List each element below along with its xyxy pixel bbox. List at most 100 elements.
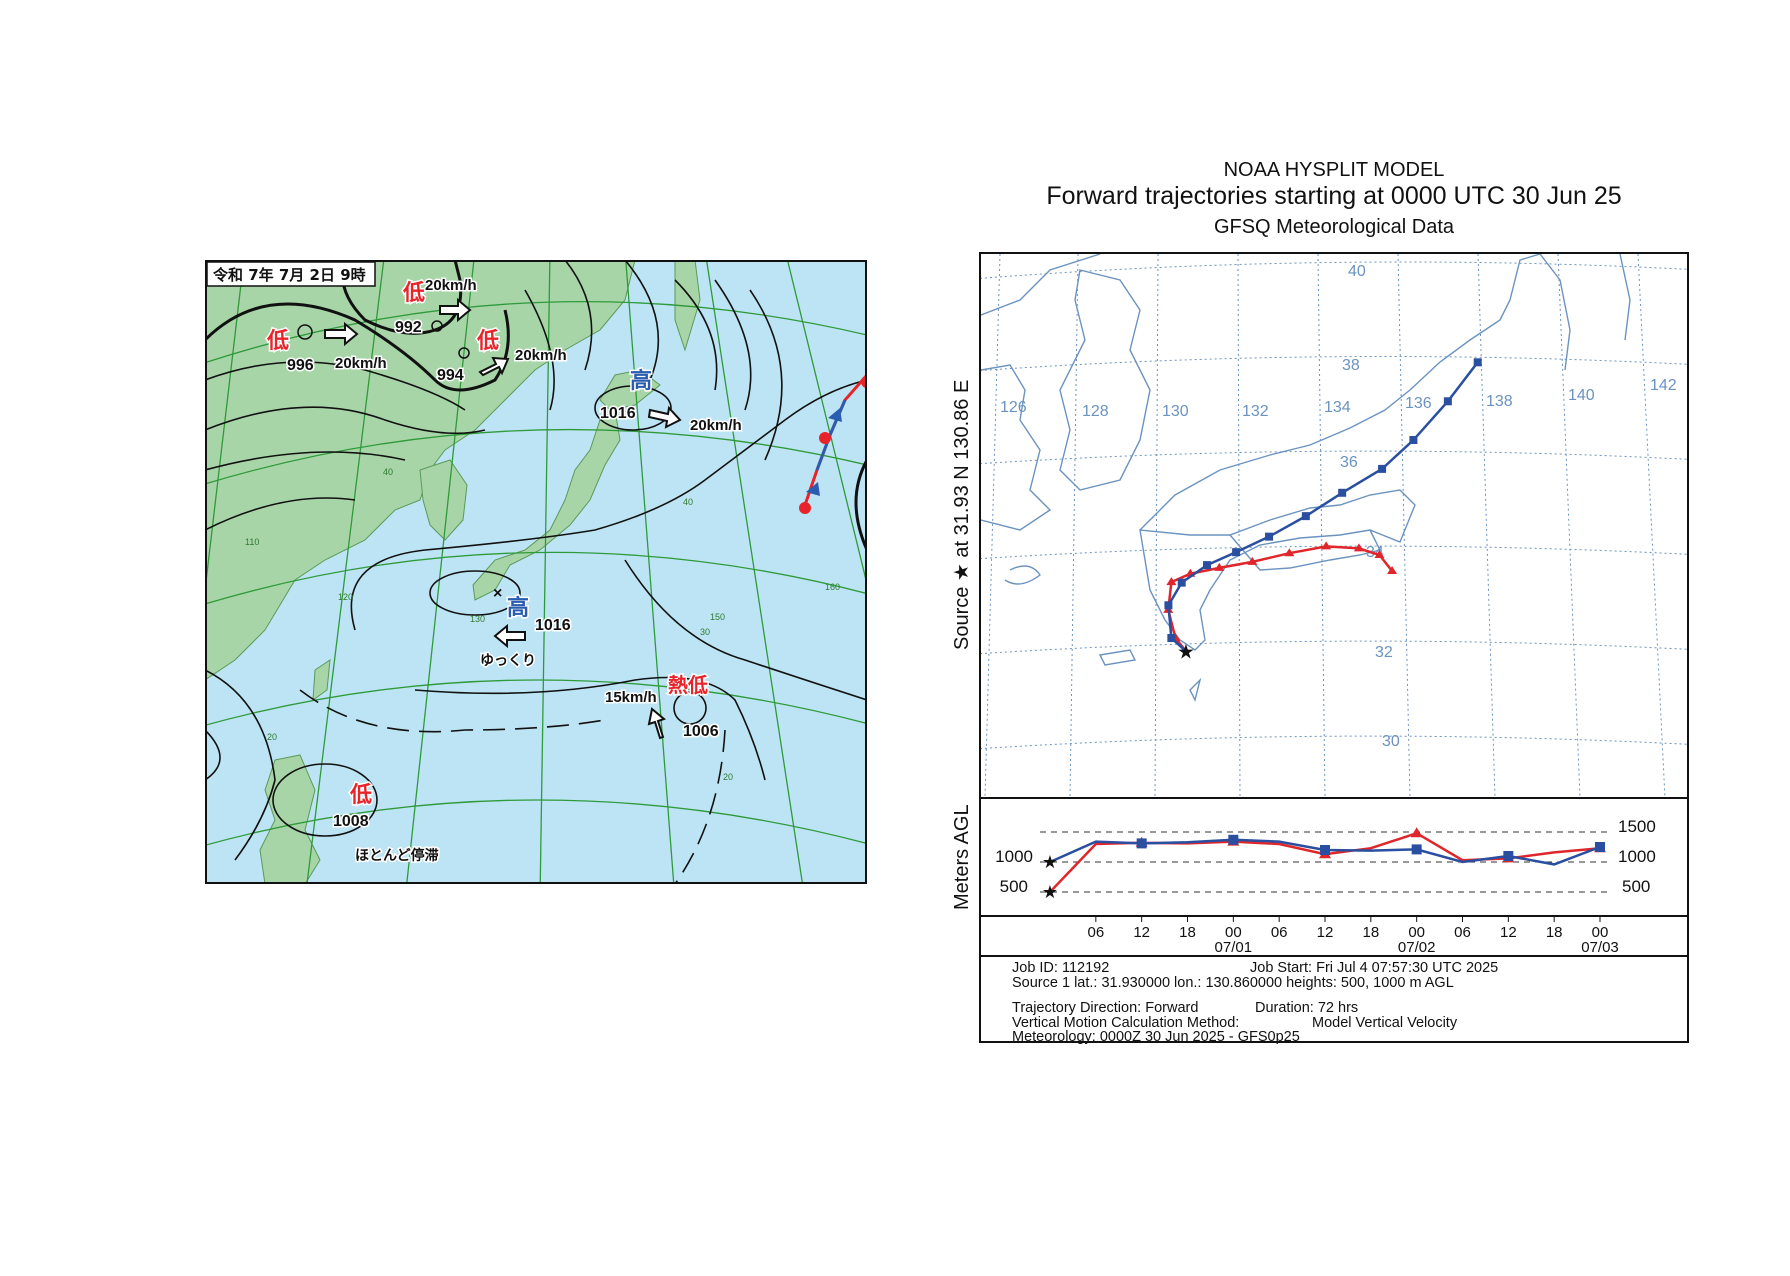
- pressure-value: 1016: [600, 405, 636, 422]
- high-marker: 高: [507, 595, 529, 620]
- source-label: Source ★ at 31.93 N 130.86 E: [951, 380, 973, 650]
- pressure-value: 1016: [535, 617, 571, 634]
- job-id: Job ID: 112192: [1012, 960, 1109, 976]
- height-tick-right: 500: [1622, 877, 1650, 896]
- movement-speed: 20km/h: [335, 355, 387, 372]
- grid-label: 40: [383, 467, 393, 477]
- trajectory-point: [1443, 397, 1452, 406]
- weather-map-svg: 40 40 30 20 20 110 120 130 150 160 低 996…: [205, 260, 867, 884]
- trajectory-point: [1473, 358, 1482, 367]
- trajectory-point: [1321, 541, 1332, 550]
- trajectory-point: [1301, 512, 1310, 521]
- trajectory-tracks: ★: [1163, 358, 1482, 663]
- movement-arrow-icon: [439, 297, 472, 323]
- header-line-1: NOAA HYSPLIT MODEL: [1224, 159, 1445, 181]
- movement-speed: ほとんど停滞: [355, 847, 439, 863]
- trajectory-point: [1374, 550, 1385, 558]
- pressure-value: 994: [437, 367, 464, 384]
- grid-label: 40: [683, 497, 693, 507]
- time-tick-label: 00: [1408, 924, 1425, 941]
- vertical-method: Vertical Motion Calculation Method:: [1012, 1015, 1239, 1031]
- center-mark-icon: ×: [493, 585, 502, 602]
- lon-label: 140: [1568, 387, 1595, 404]
- hysplit-panel: NOAA HYSPLIT MODEL Forward trajectories …: [900, 150, 1700, 1090]
- movement-arrow-icon: [647, 707, 667, 740]
- lat-label: 32: [1375, 644, 1393, 661]
- lon-label: 134: [1324, 399, 1351, 416]
- height-point: [1411, 844, 1422, 855]
- trajectory-point: [1177, 578, 1186, 587]
- movement-arrow-icon: [478, 356, 510, 377]
- meteorology: Meteorology: 0000Z 30 Jun 2025 - GFS0p25: [1012, 1029, 1300, 1045]
- pressure-value: 996: [287, 357, 314, 374]
- time-axis-frame: [979, 915, 1689, 957]
- pressure-value: 1008: [333, 813, 369, 830]
- time-tick-label: 18: [1362, 924, 1379, 941]
- trajectory-point: [1203, 561, 1212, 570]
- land-korea: [419, 459, 468, 541]
- grid-label: 120: [338, 592, 353, 602]
- time-tick-label: 00: [1592, 924, 1609, 941]
- source-star-icon: ★: [1042, 882, 1058, 902]
- low-marker: 低: [402, 280, 425, 305]
- movement-speed: 20km/h: [515, 347, 567, 364]
- lat-label: 36: [1340, 454, 1358, 471]
- height-point: [1503, 851, 1514, 861]
- height-tick-right: 1500: [1618, 817, 1656, 836]
- movement-speed: 20km/h: [690, 417, 742, 434]
- lon-label: 142: [1650, 377, 1677, 394]
- header-line-2: Forward trajectories starting at 0000 UT…: [1046, 182, 1621, 210]
- trough-line: [299, 689, 606, 733]
- source-star-icon: ★: [1042, 852, 1058, 872]
- date-tick-label: 07/02: [1398, 939, 1436, 956]
- surface-weather-map: 40 40 30 20 20 110 120 130 150 160 低 996…: [205, 260, 867, 884]
- lat-label: 40: [1348, 263, 1366, 280]
- movement-speed: 15km/h: [605, 689, 657, 706]
- date-tick-label: 07/01: [1215, 939, 1253, 956]
- trajectory-point: [1166, 577, 1177, 586]
- hysplit-svg: NOAA HYSPLIT MODEL Forward trajectories …: [951, 159, 1689, 1045]
- lon-label: 126: [1000, 399, 1027, 416]
- lon-label: 138: [1486, 393, 1513, 410]
- high-marker: 高: [630, 368, 652, 393]
- time-tick-label: 18: [1179, 924, 1196, 941]
- height-gridlines: [1040, 831, 1610, 893]
- time-tick-label: 06: [1454, 924, 1471, 941]
- header-line-3: GFSQ Meteorological Data: [1214, 216, 1455, 238]
- pressure-value: 1006: [683, 723, 719, 740]
- land-hokkaido: [599, 369, 661, 411]
- lon-label: 132: [1242, 403, 1269, 420]
- trajectory-point: [1409, 436, 1418, 445]
- trajectory-point: [1378, 464, 1387, 473]
- lon-label: 136: [1405, 395, 1432, 412]
- movement-arrow-icon: [493, 623, 526, 649]
- time-tick-label: 18: [1546, 924, 1563, 941]
- trajectory-point: [1232, 548, 1241, 557]
- source-star-icon: ★: [1177, 641, 1195, 663]
- date-label-box: [206, 261, 376, 287]
- date-label: 令和 7年 7月 2日 9時: [213, 266, 366, 284]
- trajectory-point: [1387, 565, 1398, 574]
- grid-label: 110: [245, 537, 259, 547]
- trajectory-point: [1247, 556, 1258, 565]
- movement-speed: 20km/h: [425, 277, 477, 294]
- height-point: [1595, 842, 1605, 852]
- trajectory-point: [1284, 548, 1295, 557]
- height-point: [1410, 827, 1423, 838]
- movement-arrow-icon: [647, 405, 682, 429]
- grid-label: 20: [723, 772, 733, 782]
- grid-label: 20: [267, 732, 277, 742]
- front: [799, 374, 867, 514]
- trajectory-point: [1353, 543, 1364, 552]
- height-axis-label: Meters AGL: [951, 804, 973, 910]
- time-tick-label: 12: [1500, 924, 1517, 941]
- date-tick-label: 07/03: [1581, 939, 1619, 956]
- lat-lon-grid: [205, 260, 867, 884]
- duration: Duration: 72 hrs: [1255, 1000, 1358, 1016]
- grid-label: 150: [710, 612, 725, 622]
- lat-label: 30: [1382, 733, 1400, 750]
- trajectory-direction: Trajectory Direction: Forward: [1012, 1000, 1198, 1016]
- movement-speed: ゆっくり: [480, 652, 536, 668]
- land-philippines: [259, 754, 321, 884]
- trajectory-point: [1164, 601, 1173, 610]
